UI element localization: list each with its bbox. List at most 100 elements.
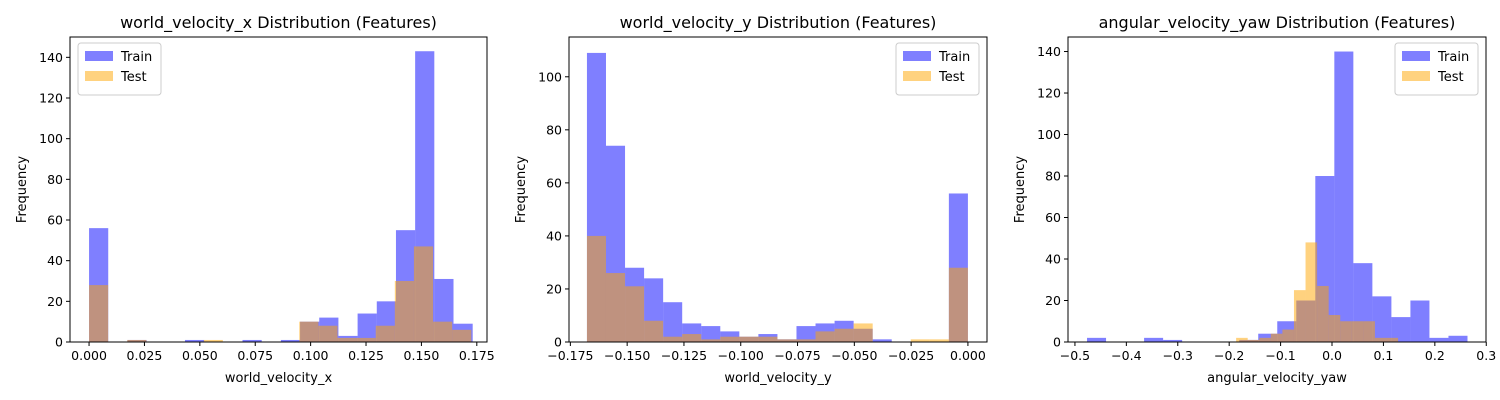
legend: Train Test [1394, 42, 1479, 96]
histogram-bar [1270, 333, 1283, 342]
histogram-bar [1363, 321, 1375, 342]
legend: Train Test [77, 42, 162, 96]
histogram-bar [127, 339, 147, 342]
histogram-bar [1317, 285, 1329, 342]
y-axis-label: Frequency [514, 156, 529, 223]
histogram-bar [605, 273, 626, 342]
axes-frame [568, 36, 988, 343]
histogram-bar [394, 281, 414, 342]
histogram-bar [337, 337, 357, 342]
histogram-bar [625, 286, 645, 342]
histogram-bar [948, 267, 968, 342]
x-tick-label: −0.050 [831, 348, 877, 363]
histogram-bar [280, 339, 301, 342]
y-tick-label: 60 [546, 175, 562, 190]
x-tick-label: −0.5 [1060, 348, 1090, 363]
x-tick-label: −0.125 [661, 348, 707, 363]
x-tick-label: −0.2 [1214, 348, 1244, 363]
histogram-bar [1236, 337, 1248, 342]
x-tick-label: −0.100 [718, 348, 764, 363]
x-tick-label: 0.000 [71, 348, 107, 363]
subplot-2: −0.175 −0.150 −0.125 −0.100 −0.075 −0.050 −0.0… [514, 13, 988, 386]
histogram-bar [184, 339, 205, 342]
histogram-bar [1374, 337, 1387, 342]
histogram-bar [1351, 321, 1364, 342]
chart-title: world_velocity_y Distribution (Features) [620, 13, 937, 33]
legend-swatch-test [85, 71, 113, 81]
series-test [586, 235, 968, 342]
axes-frame [1067, 36, 1487, 343]
legend-swatch-train [903, 51, 931, 61]
histogram-bar [682, 334, 702, 342]
y-tick-label: 20 [47, 294, 63, 309]
histogram-bar [1259, 337, 1271, 342]
legend-swatch-test [1402, 71, 1430, 81]
histogram-bar [1087, 337, 1107, 342]
y-tick-label: 20 [1045, 293, 1061, 308]
histogram-bar [299, 321, 319, 342]
histogram-bar [1282, 329, 1294, 342]
histogram-bar [89, 285, 109, 342]
y-tick-label: 80 [1045, 169, 1061, 184]
histogram-bar [815, 331, 835, 342]
y-tick-label: 100 [1037, 127, 1061, 142]
x-tick-label: 0.0 [1322, 348, 1342, 363]
histogram-bar [1386, 337, 1399, 342]
chart-title: world_velocity_x Distribution (Features) [120, 13, 437, 33]
histogram-bar [1372, 296, 1392, 342]
y-tick-label: 40 [546, 228, 562, 243]
histogram-bar [242, 339, 262, 342]
histogram-bar [1247, 339, 1260, 342]
histogram-bar [1293, 290, 1306, 342]
y-axis-label: Frequency [1013, 156, 1028, 223]
axes-frame [69, 36, 488, 343]
y-tick-label: 120 [39, 91, 63, 106]
legend-swatch-test [903, 71, 931, 81]
legend: Train Test [895, 42, 980, 96]
histogram-bar [1448, 335, 1468, 342]
histogram-bar [413, 246, 434, 342]
y-tick-label: 100 [39, 131, 63, 146]
x-tick-label: −0.1 [1265, 348, 1295, 363]
series-test [89, 246, 472, 342]
y-tick-label: 60 [1045, 210, 1061, 225]
histogram-bar [452, 329, 472, 342]
y-tick-label: 140 [39, 50, 63, 65]
histogram-bar [644, 320, 664, 342]
y-tick-label: 140 [1037, 44, 1061, 59]
histogram-bar [203, 339, 223, 342]
x-axis-label: world_velocity_x [225, 371, 333, 386]
y-tick-label: 80 [546, 122, 562, 137]
y-tick-label: 120 [1037, 86, 1061, 101]
histogram-bar [701, 326, 721, 342]
legend-swatch-train [1402, 51, 1430, 61]
x-tick-label: −0.4 [1111, 348, 1141, 363]
y-tick-label: 80 [47, 172, 63, 187]
y-tick-label: 40 [1045, 252, 1061, 267]
histogram-bar [872, 339, 892, 342]
x-tick-label: 0.025 [127, 348, 163, 363]
subplot-1: 0.000 0.025 0.050 0.075 0.100 0.125 0.150 0.175… [15, 13, 495, 386]
y-tick-label: 60 [47, 213, 63, 228]
x-tick-label: −0.150 [604, 348, 650, 363]
x-axis-label: angular_velocity_yaw [1207, 371, 1347, 386]
x-tick-label: 0.3 [1476, 348, 1496, 363]
histogram-bar [357, 313, 377, 342]
histogram-bar [586, 235, 606, 342]
histogram-bar [796, 339, 816, 342]
x-tick-label: 0.075 [237, 348, 273, 363]
histogram-bar [1429, 337, 1449, 342]
histogram-bar [663, 336, 683, 342]
x-tick-label: 0.100 [293, 348, 329, 363]
legend-label-test: Test [1437, 70, 1464, 85]
histogram-bar [910, 339, 930, 342]
histogram-bar [853, 323, 873, 342]
x-tick-label: 0.175 [459, 348, 495, 363]
histogram-bar [758, 336, 778, 342]
x-axis-label: world_velocity_y [724, 371, 832, 386]
legend-label-train: Train [120, 50, 152, 65]
histogram-bar [777, 339, 797, 342]
histogram-bar [701, 339, 721, 342]
x-tick-label: 0.125 [348, 348, 384, 363]
